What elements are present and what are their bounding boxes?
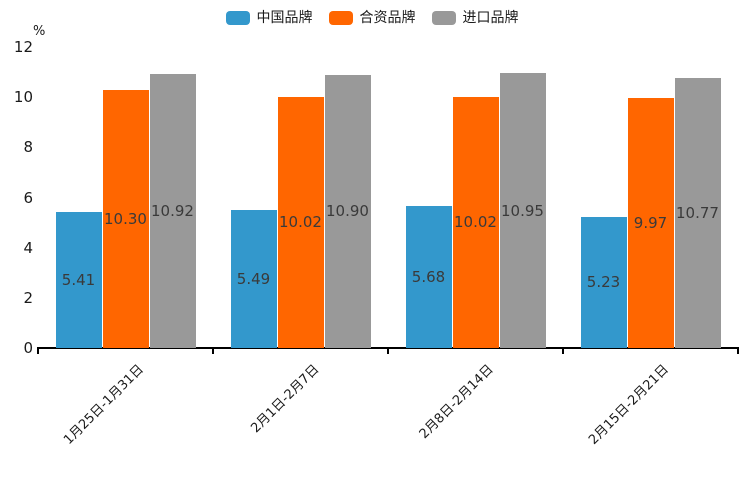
bar-3-group-4: 10.77 <box>674 77 721 348</box>
legend-item-label: 合资品牌 <box>359 10 416 26</box>
x-tick-label: 2月1日-2月7日 <box>248 362 323 437</box>
legend-item-label: 进口品牌 <box>462 10 519 26</box>
legend-item-2: 合资品牌 <box>328 10 416 26</box>
bar-value-label: 5.68 <box>411 267 446 286</box>
x-tick-label: 2月8日-2月14日 <box>417 362 498 442</box>
legend-swatch <box>225 11 250 25</box>
bar-3-group-1: 10.92 <box>149 74 196 348</box>
bar-1-group-1: 5.41 <box>55 212 102 348</box>
bar-2-group-4: 9.97 <box>627 97 674 348</box>
bar-1-group-3: 5.68 <box>405 205 452 348</box>
bar-value-label: 10.02 <box>454 213 497 232</box>
bar-value-label: 5.49 <box>236 270 271 289</box>
y-tick-label: 0 <box>23 339 33 357</box>
x-axis-tick <box>212 349 214 354</box>
x-tick-label: 2月15日-2月21日 <box>586 362 673 448</box>
legend-item-1: 中国品牌 <box>225 10 313 26</box>
bar-value-label: 10.95 <box>501 201 544 220</box>
bar-value-label: 5.23 <box>586 273 621 292</box>
bar-3-group-3: 10.95 <box>499 73 546 348</box>
bar-value-label: 10.77 <box>676 203 719 222</box>
legend-item-label: 中国品牌 <box>256 10 313 26</box>
y-axis-unit-label: % <box>33 24 46 39</box>
chart-legend: 中国品牌 合资品牌 进口品牌 <box>0 11 744 25</box>
bar-value-label: 10.90 <box>326 202 369 221</box>
y-tick-label: 8 <box>23 138 33 157</box>
bar-2-group-1: 10.30 <box>102 89 149 348</box>
bar-value-label: 10.92 <box>151 202 194 221</box>
x-axis-tick <box>37 349 39 354</box>
bar-value-label: 10.30 <box>104 209 147 228</box>
x-axis-tick <box>562 349 564 354</box>
x-tick-label: 1月25日-1月31日 <box>61 362 148 448</box>
y-tick-label: 6 <box>23 188 33 207</box>
y-tick-label: 2 <box>23 288 33 307</box>
bar-3-group-2: 10.90 <box>324 74 371 348</box>
x-axis-tick <box>387 349 389 354</box>
bar-1-group-4: 5.23 <box>580 216 627 348</box>
y-tick-label: 12 <box>13 38 33 56</box>
bar-value-label: 9.97 <box>633 213 668 232</box>
x-axis-line <box>37 347 739 349</box>
bar-value-label: 5.41 <box>61 271 96 290</box>
bar-value-label: 10.02 <box>279 213 322 232</box>
bar-1-group-2: 5.49 <box>230 210 277 348</box>
legend-item-3: 进口品牌 <box>431 10 519 26</box>
y-tick-label: 10 <box>13 88 33 107</box>
bar-2-group-2: 10.02 <box>277 96 324 348</box>
bar-2-group-3: 10.02 <box>452 96 499 348</box>
x-axis-tick <box>737 349 739 354</box>
legend-swatch <box>328 11 353 25</box>
y-tick-label: 4 <box>23 238 33 257</box>
legend-swatch <box>431 11 456 25</box>
